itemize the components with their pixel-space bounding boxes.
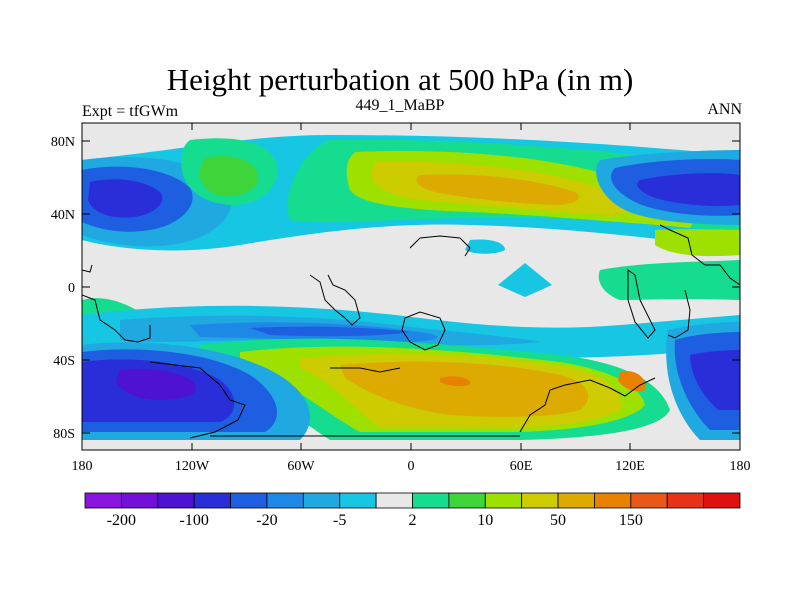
- colorbar-swatch: [448, 492, 486, 509]
- colorbar-swatch: [594, 492, 632, 509]
- eu-low-dark: [637, 173, 740, 206]
- sh-low-west-deeper: [116, 368, 196, 400]
- contour-field: [82, 123, 740, 450]
- colorbar-swatch: [157, 492, 195, 509]
- colorbar: [84, 492, 741, 509]
- colorbar-swatch: [412, 492, 450, 509]
- colorbar-swatch: [193, 492, 231, 509]
- colorbar-swatch: [630, 492, 668, 509]
- lon-label-180w: 180: [72, 459, 93, 474]
- lat-label-80s: 80S: [53, 427, 75, 442]
- colorbar-swatch: [120, 492, 159, 509]
- lon-label-0: 0: [408, 459, 415, 474]
- season-label: ANN: [707, 101, 742, 118]
- colorbar-swatch: [521, 492, 559, 509]
- colorbar-swatch: [302, 492, 341, 509]
- colorbar-swatch: [84, 492, 122, 509]
- lon-label-60e: 60E: [510, 459, 533, 474]
- colorbar-swatch: [266, 492, 304, 509]
- nh-lime-patch: [199, 155, 259, 197]
- colorbar-swatch: [230, 492, 268, 509]
- colorbar-labels: -200 -100 -20 -5 2 10 50 150: [107, 512, 643, 529]
- colorbar-label: -100: [180, 512, 209, 529]
- trop-cyan-diamond: [498, 263, 552, 297]
- trop-cyan-west: [598, 260, 740, 300]
- colorbar-label: 50: [550, 512, 566, 529]
- colorbar-swatch: [484, 492, 523, 509]
- lat-label-40s: 40S: [53, 354, 75, 369]
- lon-labels: 180 120W 60W 0 60E 120E 180: [72, 459, 751, 474]
- colorbar-swatch: [375, 492, 413, 509]
- colorbar-label: -5: [333, 512, 346, 529]
- colorbar-label: 2: [409, 512, 417, 529]
- colorbar-label: -200: [107, 512, 136, 529]
- colorbar-swatch: [339, 492, 377, 509]
- lat-labels: 80N 40N 0 40S 80S: [51, 135, 75, 442]
- colorbar-swatch: [703, 492, 741, 509]
- lat-label-80n: 80N: [51, 135, 75, 150]
- experiment-label: Expt = tfGWm: [82, 103, 179, 120]
- colorbar-label: -20: [256, 512, 277, 529]
- nh-band-orange: [416, 174, 579, 205]
- lon-label-120e: 120E: [615, 459, 645, 474]
- na-low-dark: [88, 179, 163, 218]
- lat-label-40n: 40N: [51, 208, 75, 223]
- sh-low-east-dark: [690, 350, 740, 410]
- lon-label-60w: 60W: [287, 459, 315, 474]
- plot-title: Height perturbation at 500 hPa (in m): [166, 62, 634, 97]
- sh-orange-band: [340, 361, 589, 417]
- run-label: 449_1_MaBP: [355, 97, 445, 114]
- colorbar-swatch: [557, 492, 595, 509]
- trop-green-band-east: [655, 229, 740, 257]
- lon-label-120w: 120W: [175, 459, 210, 474]
- coastlines: [82, 224, 740, 439]
- lon-ticks: [81, 123, 741, 450]
- colorbar-swatch: [666, 492, 705, 509]
- sh-dorange-spot: [440, 376, 471, 387]
- colorbar-label: 10: [477, 512, 493, 529]
- lat-ticks: [82, 140, 740, 434]
- lat-label-0: 0: [68, 281, 75, 296]
- trop-cyan-east: [465, 239, 505, 254]
- sh-dblue-band: [250, 326, 410, 337]
- colorbar-label: 150: [619, 512, 643, 529]
- lon-label-180e: 180: [730, 459, 751, 474]
